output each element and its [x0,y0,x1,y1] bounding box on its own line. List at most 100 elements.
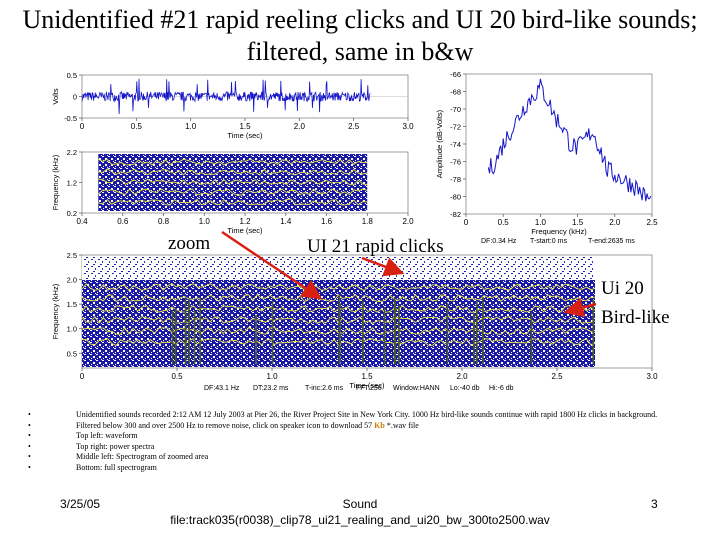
spectrum-line [487,78,652,202]
y-tick-label: -70 [450,105,461,114]
caption-item: T-inc:2.6 ms [305,385,344,392]
footer-file-link[interactable]: file:track035(r0038)_clip78_ui21_realing… [170,513,550,527]
plot-frame [465,73,653,215]
x-tick-label: 2.5 [348,122,360,131]
zoom-arrow [221,230,323,300]
x-tick-label: 0 [80,372,85,381]
contour-line [98,158,368,166]
x-tick-label: 1.6 [321,217,333,226]
power-spectrum-panel: 0 0.5 1.0 1.5 2.0 2.5 -66 -68 -70 -72 -74 -76 -78 -80… [435,70,658,245]
x-tick-label: 1.0 [266,372,278,381]
y-tick-label: 2.0 [67,276,77,285]
note-item: Bottom: full spectrogram [28,463,688,474]
full-spectrogram-panel: 0 0.5 1.0 1.5 2.0 2.5 3.0 2.5 2.0 1.5 1.0 0.5 Time (… [51,251,658,392]
speaker-link[interactable]: Kb [374,420,385,430]
y-tick-label: -74 [450,140,461,149]
caption-df: DF:0.34 Hz [481,238,517,245]
annotation-arrows [221,230,597,318]
bird-arrow [563,297,597,318]
page-number: 3 [651,497,658,511]
x-tick-label: 3.0 [646,372,658,381]
x-axis-label: Time (sec) [227,131,263,140]
x-tick-label: 1.5 [572,218,584,227]
x-tick-label: 1.2 [239,217,251,226]
caption-item: Lo:-40 db [450,385,480,392]
y-tick-label: 0.5 [67,349,77,358]
x-tick-label: 0 [80,122,85,131]
caption-item: Hi:-6 db [489,385,514,392]
y-tick-label: -0.5 [64,114,77,123]
y-tick-label: -72 [450,123,461,132]
y-tick-label: 0 [73,93,77,102]
y-tick-label: 1.0 [67,325,77,334]
x-tick-label: 3.0 [402,122,414,131]
zoom-label: zoom [168,233,211,254]
x-axis-label: Frequency (kHz) [531,227,587,236]
note-item: Unidentified sounds recorded 2:12 AM 12 … [28,410,688,421]
x-axis-label: Time (sec) [227,226,263,235]
x-tick-label: 0 [464,218,469,227]
note-item: Top right: power spectra [28,442,688,453]
x-tick-label: 2.0 [456,372,468,381]
y-tick-label: -80 [450,193,461,202]
y-tick-label: -68 [450,88,461,97]
caption-item: FFT:256 [356,385,382,392]
y-tick-label: 1.2 [67,179,77,188]
clicks-arrow [361,256,405,277]
spectrogram-image-upper [82,256,595,280]
x-tick-label: 1.0 [185,122,197,131]
contour-line [97,188,368,196]
contour-line [81,282,596,291]
y-axis-label: Amplitude (dB-Volts) [435,109,444,178]
y-axis-label: Frequency (kHz) [51,283,60,339]
y-axis-label: Volts [51,88,60,105]
x-tick-label: 0.5 [131,122,143,131]
x-tick-label: 2.5 [551,372,563,381]
y-tick-label: -66 [450,70,461,79]
x-tick-label: 2.5 [646,218,658,227]
y-tick-label: -82 [450,210,461,219]
x-tick-label: 1.0 [199,217,211,226]
note-item: Filtered below 300 and over 2500 Hz to r… [28,421,688,432]
note-text: Filtered below 300 and over 2500 Hz to r… [76,420,375,430]
notes-list: Unidentified sounds recorded 2:12 AM 12 … [28,410,688,474]
x-tick-label: 1.8 [362,217,374,226]
slide-title: Unidentified #21 rapid reeling clicks an… [22,5,698,66]
y-tick-label: 0.2 [67,209,77,218]
x-tick-label: 0.5 [171,372,183,381]
note-item: Middle left: Spectrogram of zoomed area [28,452,688,463]
x-axis-label: Time (sec) [349,381,385,390]
x-tick-label: 0.8 [158,217,170,226]
caption-tstart: T-start:0 ms [530,238,567,245]
contour-line [81,293,596,303]
bird-label-line2: Bird-like [601,307,670,328]
x-tick-label: 1.4 [280,217,292,226]
caption-item: DT:23.2 ms [253,385,289,392]
y-tick-label: -76 [450,158,461,167]
note-text: *.wav file [384,420,419,430]
y-axis-label: Frequency (kHz) [51,154,60,210]
waveform-line [81,78,371,115]
y-tick-label: -78 [450,175,461,184]
x-tick-label: 1.5 [239,122,251,131]
contour-line [98,168,368,176]
clicks-label: UI 21 rapid clicks [307,236,444,257]
caption-item: DF:43.1 Hz [204,385,240,392]
x-tick-label: 1.5 [361,372,373,381]
bird-label-line1: Ui 20 [601,278,644,299]
contour-line [98,178,368,186]
x-tick-label: 2.0 [294,122,306,131]
contour-line [98,198,368,206]
y-tick-label: 1.5 [67,300,77,309]
note-item: Top left: waveform [28,431,688,442]
caption-item: Window:HANN [393,385,440,392]
zoom-spectrogram-panel: 0.4 0.6 0.8 1.0 1.2 1.4 1.6 1.8 2.0 2.2 1.2 0.2 Time… [51,148,414,235]
x-tick-label: 0.6 [117,217,129,226]
footer-date: 3/25/05 [60,497,101,511]
y-tick-label: 0.5 [67,71,77,80]
caption-tend: T-end:2635 ms [588,238,635,245]
footer-sound: Sound [342,497,378,511]
x-tick-label: 1.0 [535,218,547,227]
